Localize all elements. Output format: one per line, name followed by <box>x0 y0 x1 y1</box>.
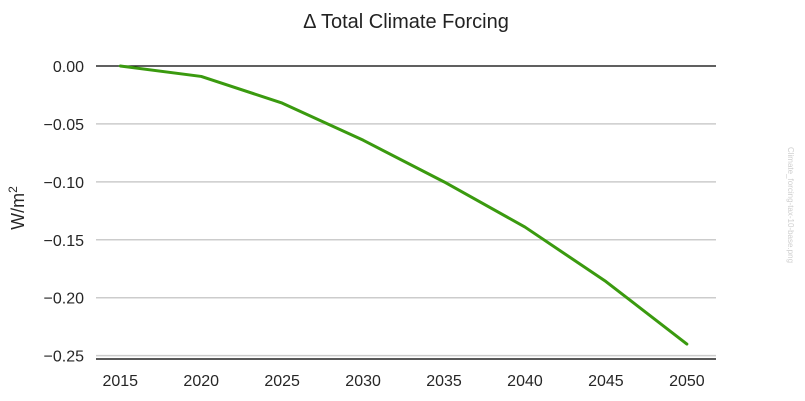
x-tick-label: 2030 <box>345 373 381 390</box>
chart-title: Δ Total Climate Forcing <box>303 11 509 33</box>
x-tick-label: 2045 <box>588 373 624 390</box>
line-layer <box>118 64 689 346</box>
y-tick-labels: 0.00 −0.05 −0.10 −0.15 −0.20 −0.25 <box>44 59 85 366</box>
x-tick-labels: 2015 2020 2025 2030 2035 2040 2045 2050 <box>102 373 704 390</box>
grid-layer <box>96 65 716 360</box>
y-tick-label: −0.10 <box>44 175 85 192</box>
y-tick-label: −0.20 <box>44 291 85 308</box>
y-axis-label: W/m2 <box>6 186 28 230</box>
x-tick-label: 2040 <box>507 373 543 390</box>
y-tick-label: −0.15 <box>44 233 85 250</box>
y-axis-label-group: W/m2 <box>6 186 28 230</box>
x-tick-label: 2035 <box>426 373 462 390</box>
x-tick-label: 2015 <box>102 373 138 390</box>
x-tick-label: 2050 <box>669 373 705 390</box>
series-line <box>118 64 689 346</box>
y-tick-label: −0.05 <box>44 117 85 134</box>
y-tick-label: 0.00 <box>53 59 84 76</box>
y-tick-label: −0.25 <box>44 349 85 366</box>
watermark-group: Climate_forcing-tax-10-base.png <box>786 147 795 263</box>
watermark: Climate_forcing-tax-10-base.png <box>786 147 795 263</box>
x-tick-label: 2025 <box>264 373 300 390</box>
x-tick-label: 2020 <box>183 373 219 390</box>
